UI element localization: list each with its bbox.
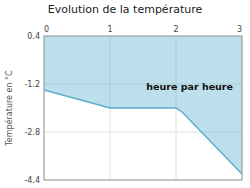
x-tick-label: 0 [44,25,49,34]
x-tick-label: 3 [237,25,242,34]
y-tick-label: 0.4 [27,32,40,41]
y-axis-label: Température en °C [4,70,14,147]
x-tick-label: 2 [173,25,178,34]
line [44,90,242,174]
annotation: heure par heure [146,81,233,92]
plot-marks [44,36,242,174]
y-tick-label: -4.4 [24,176,40,185]
title: Evolution de la température [48,3,203,16]
y-tick-label: -2.8 [24,128,40,137]
chart: -4.4 -2.8 -1.2 0.4 0 1 2 3 heure par heure Evolut… [0,0,250,188]
x-tick-label: 1 [107,25,112,34]
area-fill [44,36,242,174]
plot-frame [44,36,242,180]
plot-background [44,36,242,180]
chart-container: -4.4 -2.8 -1.2 0.4 0 1 2 3 heure par heure Evolut… [0,0,250,188]
y-tick-label: -1.2 [24,80,40,89]
